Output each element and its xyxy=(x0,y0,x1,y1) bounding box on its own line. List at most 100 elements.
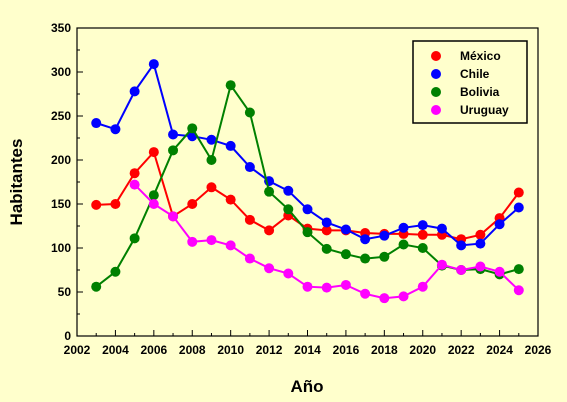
data-point xyxy=(110,199,121,209)
data-point xyxy=(206,134,217,145)
x-tick-label: 2018 xyxy=(371,343,398,357)
series-1 xyxy=(91,59,524,251)
data-point xyxy=(456,265,467,275)
data-point xyxy=(264,263,275,274)
y-tick-label: 200 xyxy=(51,153,71,167)
data-point xyxy=(187,123,198,134)
legend-label: Uruguay xyxy=(460,103,509,117)
data-point xyxy=(168,129,179,140)
data-point xyxy=(379,230,390,241)
x-tick-label: 2012 xyxy=(256,343,283,357)
data-point xyxy=(379,251,390,262)
data-point xyxy=(91,118,102,129)
series-layer xyxy=(91,59,524,304)
data-point xyxy=(436,223,447,234)
x-tick-label: 2026 xyxy=(525,343,552,357)
data-point xyxy=(225,140,236,151)
data-point xyxy=(91,199,102,210)
series-3 xyxy=(129,179,524,304)
data-point xyxy=(302,204,313,215)
data-point xyxy=(283,204,294,215)
data-point xyxy=(129,179,140,190)
data-point xyxy=(494,266,505,277)
data-point xyxy=(129,233,140,244)
x-tick-label: 2016 xyxy=(333,343,360,357)
data-point xyxy=(513,187,524,198)
x-tick-label: 2004 xyxy=(102,343,129,357)
data-point xyxy=(360,288,371,299)
data-point xyxy=(321,217,332,228)
data-point xyxy=(148,147,159,158)
y-tick-label: 0 xyxy=(64,329,71,343)
x-tick-label: 2002 xyxy=(64,343,91,357)
data-point xyxy=(244,253,255,264)
data-point xyxy=(168,211,179,222)
data-point xyxy=(398,239,409,250)
x-tick-label: 2014 xyxy=(294,343,321,357)
data-point xyxy=(417,229,428,240)
data-point xyxy=(206,155,217,165)
data-point xyxy=(513,285,524,296)
data-point xyxy=(244,214,255,225)
data-point xyxy=(475,261,486,272)
data-point xyxy=(110,124,121,135)
data-point xyxy=(475,229,486,240)
data-point xyxy=(398,222,409,233)
data-point xyxy=(264,225,275,236)
data-point xyxy=(187,199,198,209)
data-point xyxy=(340,224,351,235)
data-point xyxy=(148,199,159,209)
data-point xyxy=(360,253,371,264)
legend-marker xyxy=(431,87,441,97)
data-point xyxy=(340,279,351,290)
y-tick-label: 150 xyxy=(51,197,71,211)
x-tick-label: 2022 xyxy=(448,343,475,357)
x-tick-label: 2024 xyxy=(486,343,513,357)
data-point xyxy=(187,236,198,247)
y-tick-label: 50 xyxy=(58,285,72,299)
legend-marker xyxy=(431,51,441,61)
data-point xyxy=(91,281,102,292)
y-axis-title: Habitantes xyxy=(7,139,26,226)
data-point xyxy=(225,80,236,91)
data-point xyxy=(168,145,179,156)
data-point xyxy=(417,281,428,292)
legend-label: Chile xyxy=(460,67,490,81)
data-point xyxy=(417,243,428,253)
data-point xyxy=(283,268,294,279)
data-point xyxy=(321,243,332,254)
data-point xyxy=(148,59,159,70)
data-point xyxy=(148,190,159,201)
data-point xyxy=(475,238,486,249)
data-point xyxy=(417,220,428,231)
data-point xyxy=(129,86,140,97)
data-point xyxy=(340,249,351,260)
x-tick-label: 2010 xyxy=(217,343,244,357)
data-point xyxy=(264,186,275,197)
x-tick-label: 2020 xyxy=(409,343,436,357)
data-point xyxy=(302,227,313,238)
data-point xyxy=(244,162,255,173)
data-point xyxy=(398,291,409,302)
x-tick-label: 2008 xyxy=(179,343,206,357)
data-point xyxy=(225,240,236,251)
data-point xyxy=(513,202,524,213)
data-point xyxy=(225,194,236,205)
data-point xyxy=(436,259,447,270)
data-point xyxy=(321,282,332,293)
legend-label: Bolivia xyxy=(460,85,500,99)
data-point xyxy=(244,107,255,118)
data-point xyxy=(379,293,390,304)
x-axis-title: Año xyxy=(290,377,323,396)
data-point xyxy=(494,219,505,230)
data-point xyxy=(110,266,121,277)
data-point xyxy=(206,182,217,193)
data-point xyxy=(456,240,467,251)
x-tick-label: 2006 xyxy=(140,343,167,357)
axis-ticks: 2002 2004 2006 2008 2010 2012 2014 2016 2018 2020… xyxy=(51,21,552,357)
y-tick-label: 100 xyxy=(51,241,71,255)
data-point xyxy=(513,264,524,275)
data-point xyxy=(129,168,140,179)
legend-marker xyxy=(431,69,441,79)
